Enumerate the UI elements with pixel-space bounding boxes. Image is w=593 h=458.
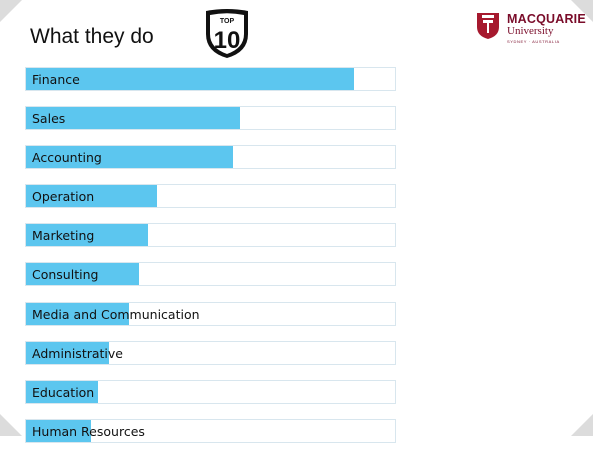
chart-row: Consulting <box>25 262 396 287</box>
logo-name: MACQUARIE <box>507 12 586 26</box>
chart-bar <box>26 380 98 403</box>
slide-corner-decoration <box>571 0 593 22</box>
bar-category-label: Sales <box>32 111 66 127</box>
shield-number: 10 <box>214 27 241 54</box>
chart-row: Human Resources <box>25 418 396 443</box>
bar-category-label: Media and Communication <box>32 306 200 322</box>
chart-bar <box>26 263 139 286</box>
chart-row: Sales <box>25 106 396 131</box>
chart-bar <box>26 302 130 325</box>
slide-title: What they do <box>30 25 154 48</box>
chart-row: Marketing <box>25 223 396 248</box>
chart-bar <box>26 146 233 169</box>
bar-category-label: Education <box>32 384 95 400</box>
top-10-bar-chart: Finance Sales Accounting Operation Marketing… <box>25 67 396 458</box>
chart-row: Finance <box>25 67 396 91</box>
bar-category-label: Accounting <box>32 150 102 166</box>
top-10-shield-icon: TOP 10 <box>206 9 248 58</box>
bar-category-label: Operation <box>32 189 95 205</box>
chart-bar <box>26 68 355 90</box>
chart-row: Accounting <box>25 145 396 170</box>
chart-bar <box>26 224 148 247</box>
slide: What they do TOP 10 MACQUARIE University… <box>0 0 593 443</box>
logo-tagline: SYDNEY · AUSTRALIA <box>507 39 560 44</box>
slide-corner-decoration <box>0 414 22 436</box>
slide-corner-decoration <box>0 0 22 22</box>
chart-bar <box>26 107 241 130</box>
bar-category-label: Finance <box>32 72 80 87</box>
chart-bar <box>26 185 157 208</box>
shield-top-label: TOP <box>220 18 235 25</box>
university-crest-icon <box>477 13 499 39</box>
bar-category-label: Human Resources <box>32 423 145 439</box>
chart-row: Administrative <box>25 340 396 365</box>
macquarie-logo: MACQUARIE University SYDNEY · AUSTRALIA <box>476 12 586 52</box>
bar-category-label: Consulting <box>32 267 99 283</box>
chart-row: Media and Communication <box>25 301 396 326</box>
slide-corner-decoration <box>571 414 593 436</box>
chart-row: Operation <box>25 184 396 209</box>
bar-category-label: Administrative <box>32 345 123 361</box>
chart-bar <box>26 341 110 364</box>
bar-category-label: Marketing <box>32 228 95 244</box>
chart-row: Education <box>25 379 396 404</box>
logo-subtitle: University <box>507 25 554 37</box>
